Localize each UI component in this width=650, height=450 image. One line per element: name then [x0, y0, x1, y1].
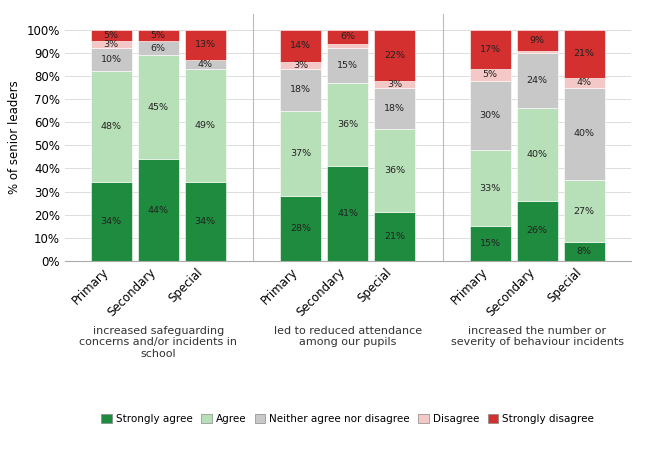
Bar: [470, 69, 511, 81]
Text: led to reduced attendance
among our pupils: led to reduced attendance among our pupi…: [274, 326, 422, 347]
Bar: [470, 30, 511, 69]
Text: 13%: 13%: [194, 40, 216, 49]
Text: 45%: 45%: [148, 103, 169, 112]
Bar: [138, 159, 179, 261]
Text: 8%: 8%: [577, 247, 592, 256]
Text: 6%: 6%: [340, 32, 356, 41]
Bar: [185, 60, 226, 69]
Text: 44%: 44%: [148, 206, 169, 215]
Y-axis label: % of senior leaders: % of senior leaders: [8, 81, 21, 194]
Bar: [374, 30, 415, 81]
Text: 18%: 18%: [384, 104, 405, 113]
Text: 10%: 10%: [101, 55, 122, 64]
Bar: [470, 150, 511, 226]
Bar: [91, 48, 132, 72]
Bar: [280, 196, 321, 261]
Text: 22%: 22%: [384, 51, 405, 60]
Bar: [374, 87, 415, 129]
Bar: [470, 81, 511, 150]
Text: 34%: 34%: [194, 217, 216, 226]
Legend: Strongly agree, Agree, Neither agree nor disagree, Disagree, Strongly disagree: Strongly agree, Agree, Neither agree nor…: [98, 410, 598, 428]
Bar: [327, 30, 369, 44]
Bar: [91, 182, 132, 261]
Bar: [517, 108, 558, 201]
Bar: [374, 212, 415, 261]
Bar: [327, 44, 369, 48]
Text: 41%: 41%: [337, 209, 358, 218]
Bar: [564, 243, 604, 261]
Bar: [564, 87, 604, 180]
Text: 6%: 6%: [151, 44, 166, 53]
Bar: [280, 111, 321, 196]
Text: 21%: 21%: [574, 50, 595, 58]
Text: 3%: 3%: [387, 80, 402, 89]
Text: 9%: 9%: [530, 36, 545, 45]
Bar: [374, 129, 415, 212]
Bar: [517, 50, 558, 53]
Text: 33%: 33%: [480, 184, 501, 193]
Text: 26%: 26%: [526, 226, 548, 235]
Text: 17%: 17%: [480, 45, 500, 54]
Bar: [280, 30, 321, 62]
Text: 48%: 48%: [101, 122, 122, 131]
Bar: [327, 166, 369, 261]
Text: 18%: 18%: [291, 86, 311, 94]
Text: 5%: 5%: [483, 70, 498, 79]
Bar: [517, 30, 558, 50]
Text: 15%: 15%: [337, 61, 358, 70]
Bar: [564, 180, 604, 243]
Bar: [185, 182, 226, 261]
Bar: [327, 48, 369, 83]
Text: 24%: 24%: [526, 76, 548, 85]
Text: 3%: 3%: [293, 61, 308, 70]
Text: 49%: 49%: [195, 121, 216, 130]
Bar: [564, 30, 604, 78]
Bar: [280, 69, 321, 111]
Bar: [327, 83, 369, 166]
Text: 28%: 28%: [291, 224, 311, 233]
Text: 15%: 15%: [480, 239, 500, 248]
Text: 4%: 4%: [198, 60, 213, 69]
Bar: [91, 41, 132, 48]
Text: 21%: 21%: [384, 232, 405, 241]
Bar: [517, 201, 558, 261]
Text: 37%: 37%: [290, 149, 311, 158]
Bar: [280, 62, 321, 69]
Bar: [517, 53, 558, 108]
Text: 30%: 30%: [480, 111, 501, 120]
Text: 5%: 5%: [104, 31, 119, 40]
Text: 36%: 36%: [384, 166, 406, 176]
Text: 27%: 27%: [574, 207, 595, 216]
Bar: [374, 81, 415, 87]
Text: 36%: 36%: [337, 120, 358, 129]
Bar: [138, 41, 179, 55]
Text: 40%: 40%: [526, 150, 548, 159]
Text: 34%: 34%: [101, 217, 122, 226]
Text: increased the number or
severity of behaviour incidents: increased the number or severity of beha…: [450, 326, 624, 347]
Text: 14%: 14%: [291, 41, 311, 50]
Bar: [91, 72, 132, 182]
Bar: [564, 78, 604, 87]
Bar: [470, 226, 511, 261]
Text: 3%: 3%: [103, 40, 119, 49]
Bar: [91, 30, 132, 41]
Bar: [185, 69, 226, 182]
Bar: [138, 55, 179, 159]
Text: 4%: 4%: [577, 78, 592, 87]
Text: 40%: 40%: [574, 129, 595, 138]
Bar: [185, 30, 226, 60]
Bar: [138, 30, 179, 41]
Text: increased safeguarding
concerns and/or incidents in
school: increased safeguarding concerns and/or i…: [79, 326, 237, 359]
Text: 5%: 5%: [151, 31, 166, 40]
